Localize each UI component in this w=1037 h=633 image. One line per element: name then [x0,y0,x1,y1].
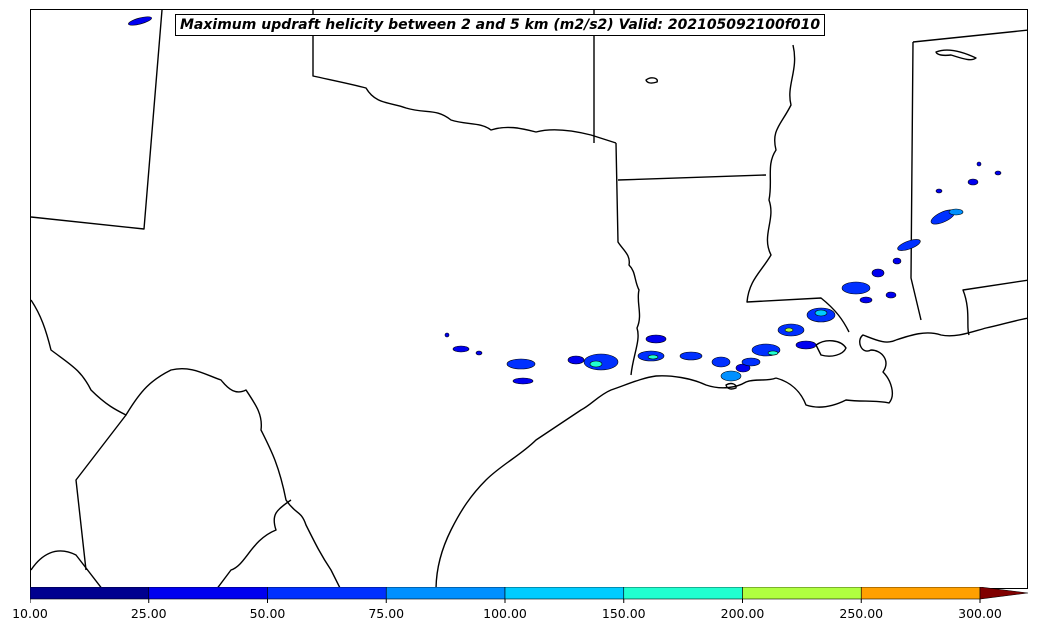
mexico-boundary-2 [31,550,103,588]
lake-texoma [645,77,658,84]
colorbar-segment [148,587,268,600]
lake-small-1 [935,49,977,61]
lake-pontchartrain [815,340,847,357]
state-boundary-mississippi [746,44,850,333]
coastline-louisiana [775,334,897,408]
lake-small-2 [725,382,737,390]
colorbar-tick-label: 10.00 [12,606,48,621]
map-title: Maximum updraft helicity between 2 and 5… [175,14,826,36]
state-boundary-tx-la [615,142,641,376]
colorbar-tick-label: 100.00 [483,606,527,621]
state-boundary-fl [962,279,1027,336]
coastline-texas [435,375,777,588]
colorbar-segment [385,587,506,600]
coastline-gulf-east [895,317,1027,341]
colorbar-segment [30,587,150,600]
colorbar-tick-label: 200.00 [720,606,765,621]
colorbar-tick-label: 150.00 [601,606,646,621]
state-boundary-al-ga [912,29,1027,43]
state-boundary-red-river [312,10,617,144]
colorbar-segment [860,587,981,600]
mexico-boundary-1 [75,414,127,571]
colorbar-segment [267,587,387,600]
colorbar-segment [623,587,743,600]
colorbar-extend-arrow [979,587,1029,600]
map-panel [30,9,1028,589]
helicity-swaths [128,16,1002,385]
map-canvas [31,10,1027,588]
colorbar-tick-label: 25.00 [130,606,167,621]
colorbar-tick-label: 250.00 [839,606,884,621]
colorbar-tick-label: 75.00 [368,606,405,621]
colorbar-segment [742,587,862,600]
mexico-boundary-3 [216,499,292,588]
state-boundary-nm-west [31,10,163,230]
colorbar-tick-label: 300.00 [958,606,1002,621]
colorbar-segment [504,587,625,600]
colorbar [30,587,1029,603]
international-border-rio-grande [31,299,341,588]
state-boundary-ar-la [617,174,767,181]
colorbar-tick-label: 50.00 [249,606,286,621]
state-boundary-ms-al [910,41,922,321]
